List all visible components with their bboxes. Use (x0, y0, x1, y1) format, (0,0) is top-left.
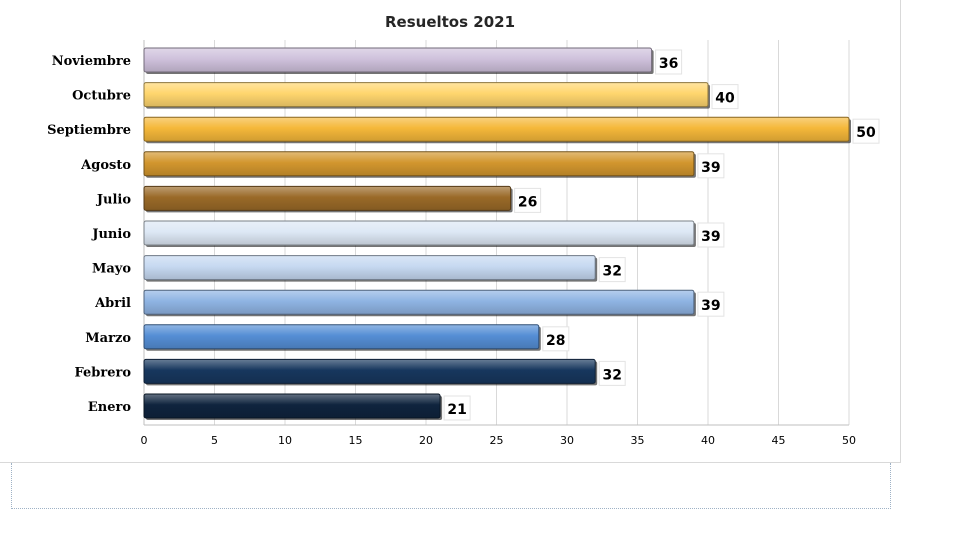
x-tick-label: 20 (419, 434, 433, 447)
x-tick-label: 0 (141, 434, 148, 447)
bar-abril (143, 289, 695, 315)
data-label: 39 (701, 160, 720, 176)
data-label-box (711, 84, 739, 110)
data-label: 39 (701, 298, 720, 314)
category-label: Julio (96, 192, 131, 207)
data-label: 21 (447, 402, 466, 418)
outer-frame (11, 463, 891, 509)
x-tick-label: 15 (349, 434, 363, 447)
bar-julio (143, 185, 512, 211)
category-labels: Noviembre Octubre Septiembre Agosto Julio Jun… (47, 54, 131, 415)
x-tick-label: 30 (560, 434, 574, 447)
data-label-box (514, 187, 542, 213)
category-label: Agosto (80, 158, 131, 173)
data-label-box (852, 118, 880, 144)
chart-title: Resueltos 2021 (385, 13, 515, 31)
bar-octubre (143, 82, 709, 108)
bars (143, 47, 851, 420)
x-tick-label: 35 (631, 434, 645, 447)
data-label: 40 (715, 91, 735, 107)
data-label-box (598, 257, 626, 283)
bar-agosto (143, 151, 695, 177)
category-label: Octubre (72, 89, 131, 104)
data-label: 39 (701, 229, 720, 245)
data-label-box (443, 395, 471, 421)
data-label: 26 (518, 194, 537, 210)
category-label: Noviembre (52, 54, 131, 69)
data-label-box (697, 291, 725, 317)
data-label-box (697, 153, 725, 179)
bar-junio (143, 220, 695, 246)
x-tick-label: 25 (490, 434, 504, 447)
x-tick-label: 40 (701, 434, 715, 447)
bar-mayo (143, 255, 596, 281)
category-label: Enero (88, 400, 131, 415)
data-label-box (655, 49, 683, 75)
data-label: 36 (659, 56, 678, 72)
data-label-box (542, 326, 570, 352)
x-tick-label: 50 (842, 434, 856, 447)
x-axis-ticks: 0 5 10 15 20 25 30 35 40 45 50 (141, 434, 857, 447)
bar-enero (143, 393, 441, 419)
data-label: 28 (546, 333, 565, 349)
bar-noviembre (143, 47, 653, 73)
category-label: Septiembre (47, 123, 131, 138)
x-tick-label: 5 (211, 434, 218, 447)
data-label: 50 (856, 125, 876, 141)
bar-febrero (143, 358, 596, 384)
category-label: Febrero (74, 365, 131, 380)
x-tick-label: 45 (772, 434, 786, 447)
data-label-box (697, 222, 725, 248)
x-tick-label: 10 (278, 434, 292, 447)
data-label: 32 (602, 367, 621, 383)
data-label-box (598, 360, 626, 386)
bar-marzo (143, 324, 540, 350)
category-label: Marzo (85, 331, 131, 346)
category-label: Junio (91, 227, 131, 242)
category-label: Mayo (92, 262, 131, 277)
data-labels: 36 40 50 39 26 39 32 39 28 32 21 (443, 49, 880, 421)
category-label: Abril (94, 296, 131, 311)
bar-septiembre (143, 116, 850, 142)
data-label: 32 (602, 264, 621, 280)
